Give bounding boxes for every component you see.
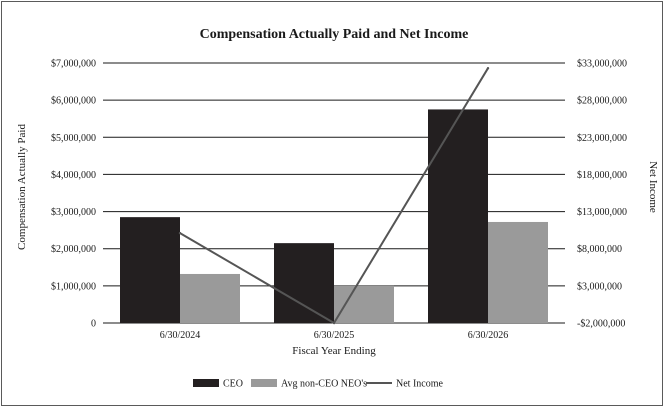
right-axis-ticks: -$2,000,000 $3,000,000 $8,000,000 $13,000,0… bbox=[577, 59, 627, 330]
ceo-bar-2 bbox=[274, 243, 334, 323]
ceo-bar-1 bbox=[120, 217, 180, 323]
y-tick-label: $2,000,000 bbox=[51, 244, 96, 255]
ceo-bar-3 bbox=[428, 109, 488, 323]
x-tick-label: 6/30/2024 bbox=[160, 330, 201, 341]
y2-axis-label: Net Income bbox=[647, 161, 659, 213]
y2-tick-label: $18,000,000 bbox=[577, 170, 627, 181]
neo-bar-1 bbox=[180, 273, 240, 323]
neo-bar-2 bbox=[334, 285, 394, 323]
y2-tick-label: $23,000,000 bbox=[577, 133, 627, 144]
y2-tick-label: $28,000,000 bbox=[577, 96, 627, 107]
y2-tick-label: $3,000,000 bbox=[577, 281, 622, 292]
x-axis-label: Fiscal Year Ending bbox=[292, 345, 376, 357]
chart-title: Compensation Actually Paid and Net Incom… bbox=[200, 27, 469, 42]
y-tick-label: $5,000,000 bbox=[51, 133, 96, 144]
net-income-point-2 bbox=[332, 321, 336, 325]
y-tick-label: 0 bbox=[91, 319, 96, 330]
neo-bar-3 bbox=[488, 221, 548, 323]
x-axis-ticks: 6/30/2024 6/30/2025 6/30/2026 bbox=[160, 330, 509, 341]
left-axis-ticks: 0 $1,000,000 $2,000,000 $3,000,000 $4,000,00… bbox=[51, 59, 96, 330]
net-income-line-group bbox=[178, 67, 490, 325]
legend-swatch-1 bbox=[193, 379, 219, 387]
x-tick-label: 6/30/2025 bbox=[314, 330, 355, 341]
legend-label-2: Avg non-CEO NEO's bbox=[281, 379, 367, 390]
y2-tick-label: $13,000,000 bbox=[577, 207, 627, 218]
bars bbox=[120, 109, 548, 323]
y-tick-label: $1,000,000 bbox=[51, 281, 96, 292]
legend-swatch-2 bbox=[251, 379, 277, 387]
y2-tick-label: $8,000,000 bbox=[577, 244, 622, 255]
y2-tick-label: $33,000,000 bbox=[577, 59, 627, 70]
net-income-point-1 bbox=[178, 231, 182, 235]
y2-tick-label: -$2,000,000 bbox=[577, 319, 625, 330]
x-tick-label: 6/30/2026 bbox=[468, 330, 509, 341]
y-axis-label: Compensation Actually Paid bbox=[16, 124, 28, 250]
y-tick-label: $3,000,000 bbox=[51, 207, 96, 218]
y-tick-label: $4,000,000 bbox=[51, 170, 96, 181]
net-income-point-3 bbox=[486, 67, 490, 70]
y-tick-label: $6,000,000 bbox=[51, 96, 96, 107]
legend: CEO Avg non-CEO NEO's Net Income bbox=[193, 379, 443, 390]
legend-label-3: Net Income bbox=[396, 379, 443, 390]
legend-label-1: CEO bbox=[223, 379, 243, 390]
y-tick-label: $7,000,000 bbox=[51, 59, 96, 70]
